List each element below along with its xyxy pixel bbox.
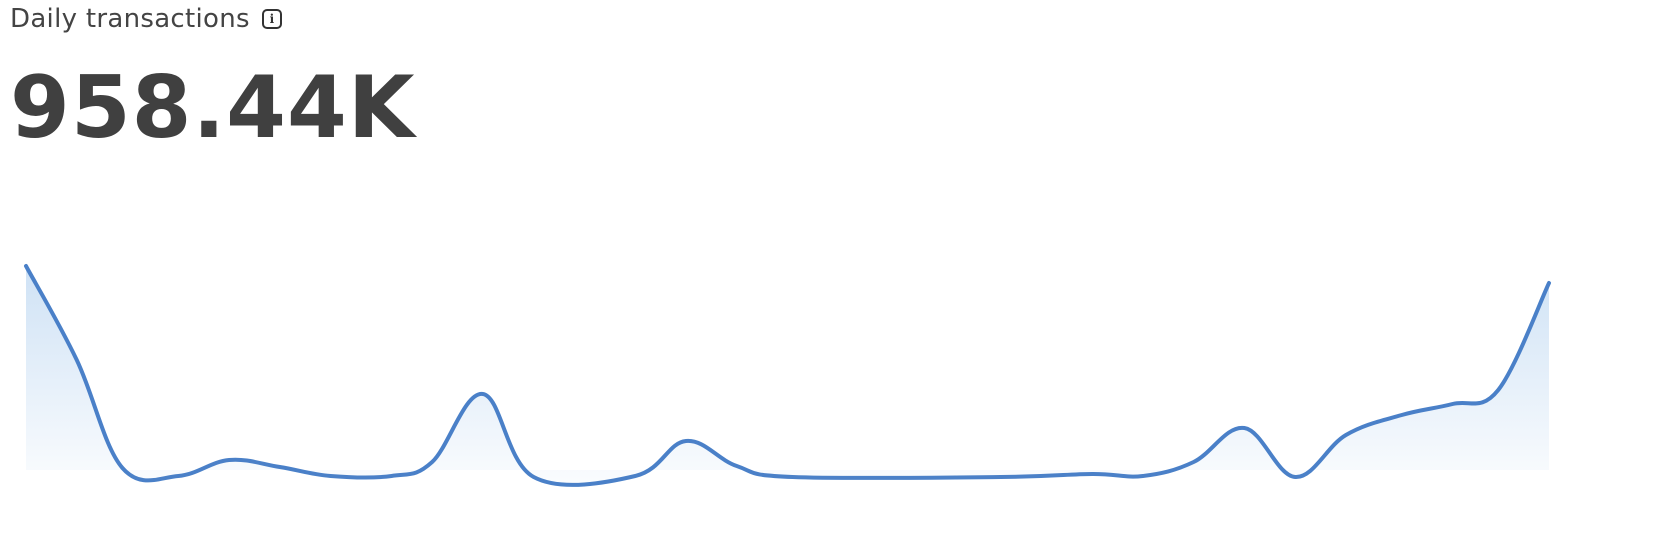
- data-point[interactable]: [325, 470, 337, 482]
- data-point[interactable]: [1447, 398, 1459, 410]
- data-point[interactable]: [528, 471, 540, 483]
- metric-value: 958.44K: [10, 58, 416, 158]
- data-point[interactable]: [1086, 468, 1098, 480]
- chart-title: Daily transactions: [10, 4, 250, 34]
- data-point[interactable]: [995, 471, 1007, 483]
- data-point[interactable]: [1543, 277, 1555, 289]
- area-fill: [26, 266, 1549, 485]
- data-point[interactable]: [20, 260, 32, 272]
- data-point[interactable]: [274, 461, 286, 473]
- series-line: [24, 264, 1551, 487]
- data-point[interactable]: [1137, 470, 1149, 482]
- data-point[interactable]: [629, 470, 641, 482]
- data-point[interactable]: [1340, 429, 1352, 441]
- data-point[interactable]: [116, 462, 128, 474]
- data-point[interactable]: [71, 354, 83, 366]
- data-point[interactable]: [1492, 384, 1504, 396]
- data-point[interactable]: [1188, 456, 1200, 468]
- data-point[interactable]: [787, 471, 799, 483]
- data-point[interactable]: [680, 435, 692, 447]
- info-icon[interactable]: i: [261, 9, 282, 29]
- data-point[interactable]: [426, 456, 438, 468]
- data-point[interactable]: [731, 460, 743, 472]
- data-point[interactable]: [172, 470, 184, 482]
- title-row: Daily transactions i: [10, 4, 282, 34]
- data-point[interactable]: [1238, 422, 1250, 434]
- data-point[interactable]: [1396, 409, 1408, 421]
- data-point[interactable]: [1289, 471, 1301, 483]
- data-point[interactable]: [477, 388, 489, 400]
- data-point[interactable]: [386, 470, 398, 482]
- data-point[interactable]: [223, 454, 235, 466]
